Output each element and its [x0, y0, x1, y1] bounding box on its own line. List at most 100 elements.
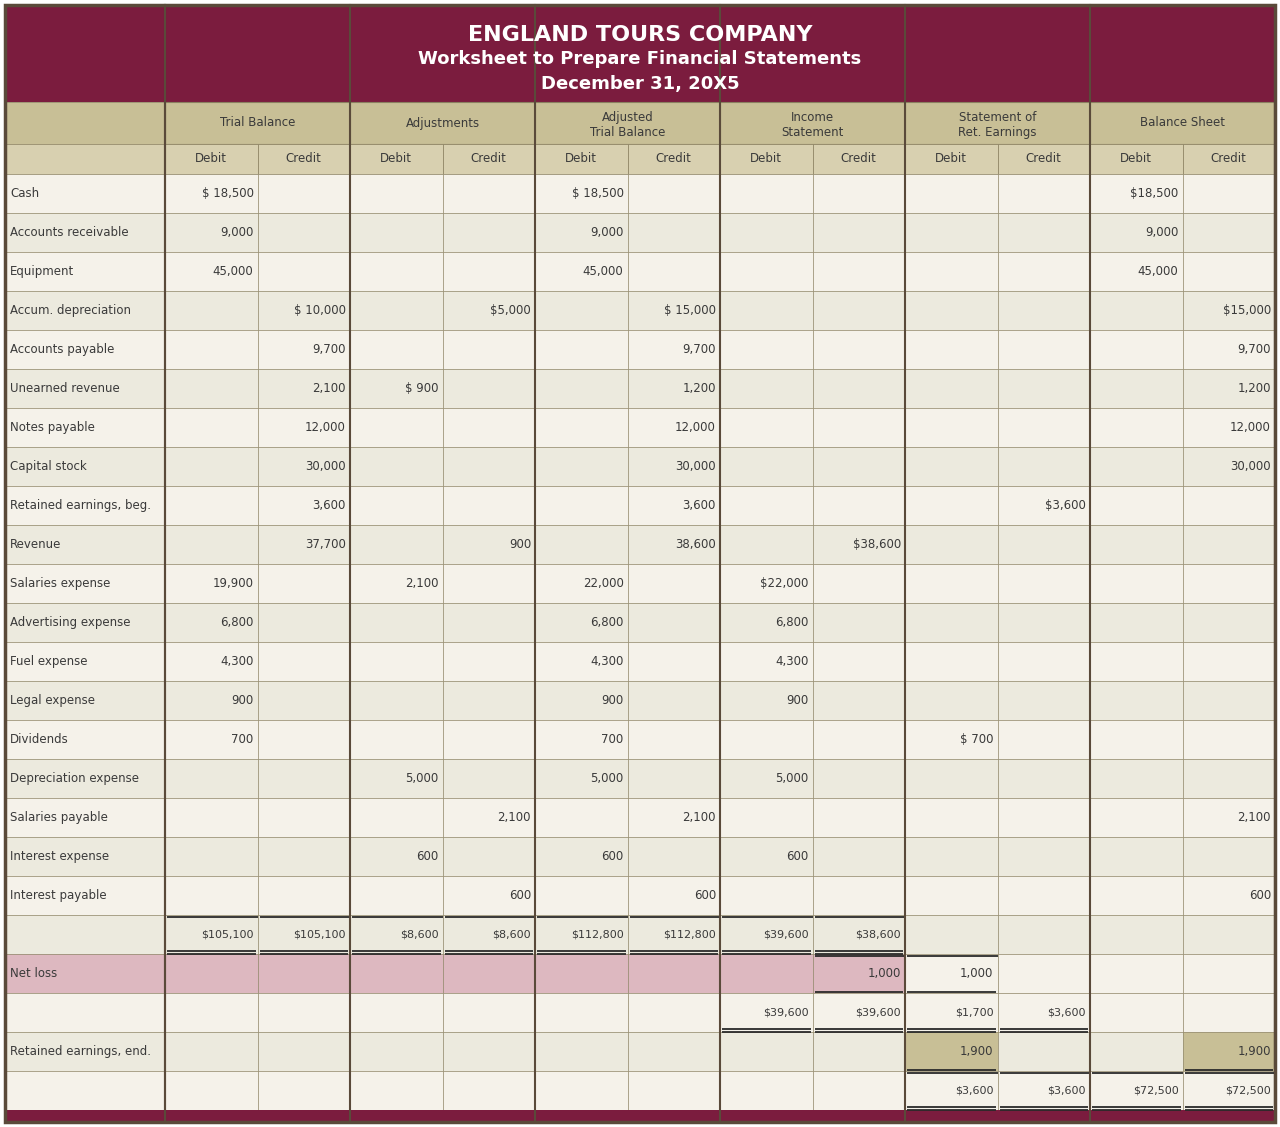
- Text: $39,600: $39,600: [855, 1008, 901, 1018]
- Text: Credit: Credit: [841, 152, 877, 166]
- Bar: [257, 720, 349, 758]
- Bar: [1091, 291, 1183, 330]
- Bar: [257, 993, 349, 1032]
- Bar: [905, 144, 997, 174]
- Bar: [443, 837, 535, 876]
- Bar: [5, 447, 165, 486]
- Bar: [165, 876, 257, 915]
- Bar: [719, 720, 813, 758]
- Bar: [1091, 369, 1183, 408]
- Text: 2,100: 2,100: [498, 811, 531, 824]
- Bar: [165, 252, 257, 291]
- Text: 600: 600: [1249, 889, 1271, 902]
- Bar: [1183, 144, 1275, 174]
- Bar: [813, 564, 905, 603]
- Text: December 31, 20X5: December 31, 20X5: [540, 76, 740, 94]
- Bar: [535, 837, 627, 876]
- Text: $72,500: $72,500: [1225, 1085, 1271, 1095]
- Text: Debit: Debit: [1120, 152, 1152, 166]
- Text: 38,600: 38,600: [676, 538, 716, 551]
- Bar: [627, 408, 719, 447]
- Bar: [719, 525, 813, 564]
- Bar: [627, 603, 719, 642]
- Text: 12,000: 12,000: [675, 421, 716, 434]
- Bar: [627, 369, 719, 408]
- Text: $ 18,500: $ 18,500: [571, 187, 623, 199]
- Text: Depreciation expense: Depreciation expense: [10, 772, 140, 786]
- Bar: [443, 681, 535, 720]
- Text: 37,700: 37,700: [305, 538, 346, 551]
- Bar: [165, 291, 257, 330]
- Bar: [5, 144, 165, 174]
- Bar: [813, 369, 905, 408]
- Bar: [1183, 642, 1275, 681]
- Bar: [813, 1032, 905, 1071]
- Bar: [535, 564, 627, 603]
- Bar: [905, 525, 997, 564]
- Text: 2,100: 2,100: [1238, 811, 1271, 824]
- Bar: [349, 798, 443, 837]
- Text: Legal expense: Legal expense: [10, 694, 95, 707]
- Bar: [1183, 213, 1275, 252]
- Bar: [997, 291, 1091, 330]
- Bar: [1183, 1032, 1275, 1071]
- Bar: [905, 953, 997, 993]
- Bar: [443, 486, 535, 525]
- Bar: [257, 798, 349, 837]
- Bar: [627, 1032, 719, 1071]
- Text: $3,600: $3,600: [955, 1085, 993, 1095]
- Bar: [627, 798, 719, 837]
- Bar: [535, 798, 627, 837]
- Text: $1,700: $1,700: [955, 1008, 993, 1018]
- Text: 9,700: 9,700: [312, 343, 346, 356]
- Text: 12,000: 12,000: [1230, 421, 1271, 434]
- Bar: [535, 758, 627, 798]
- Bar: [349, 758, 443, 798]
- Bar: [535, 144, 627, 174]
- Bar: [905, 103, 1091, 144]
- Text: Salaries expense: Salaries expense: [10, 577, 110, 591]
- Bar: [1183, 603, 1275, 642]
- Bar: [719, 408, 813, 447]
- Bar: [1183, 953, 1275, 993]
- Bar: [627, 525, 719, 564]
- Bar: [813, 486, 905, 525]
- Text: Net loss: Net loss: [10, 967, 58, 980]
- Bar: [5, 915, 165, 953]
- Bar: [997, 144, 1091, 174]
- Bar: [535, 720, 627, 758]
- Bar: [719, 603, 813, 642]
- Text: $8,600: $8,600: [399, 930, 439, 940]
- Bar: [905, 642, 997, 681]
- Bar: [5, 213, 165, 252]
- Text: 1,000: 1,000: [960, 967, 993, 980]
- Bar: [349, 408, 443, 447]
- Bar: [813, 603, 905, 642]
- Bar: [1183, 447, 1275, 486]
- Text: Interest expense: Interest expense: [10, 850, 109, 863]
- Text: 45,000: 45,000: [582, 265, 623, 278]
- Bar: [5, 953, 165, 993]
- Bar: [813, 213, 905, 252]
- Bar: [905, 291, 997, 330]
- Text: Debit: Debit: [196, 152, 228, 166]
- Bar: [1091, 213, 1183, 252]
- Bar: [719, 447, 813, 486]
- Bar: [627, 837, 719, 876]
- Bar: [1183, 837, 1275, 876]
- Bar: [1091, 447, 1183, 486]
- Bar: [813, 915, 905, 953]
- Bar: [349, 564, 443, 603]
- Bar: [905, 408, 997, 447]
- Bar: [443, 408, 535, 447]
- Bar: [349, 369, 443, 408]
- Text: 900: 900: [232, 694, 253, 707]
- Text: Credit: Credit: [1211, 152, 1247, 166]
- Bar: [5, 486, 165, 525]
- Bar: [1183, 330, 1275, 369]
- Text: $ 700: $ 700: [960, 733, 993, 746]
- Bar: [1183, 174, 1275, 213]
- Bar: [997, 564, 1091, 603]
- Text: $38,600: $38,600: [855, 930, 901, 940]
- Bar: [905, 603, 997, 642]
